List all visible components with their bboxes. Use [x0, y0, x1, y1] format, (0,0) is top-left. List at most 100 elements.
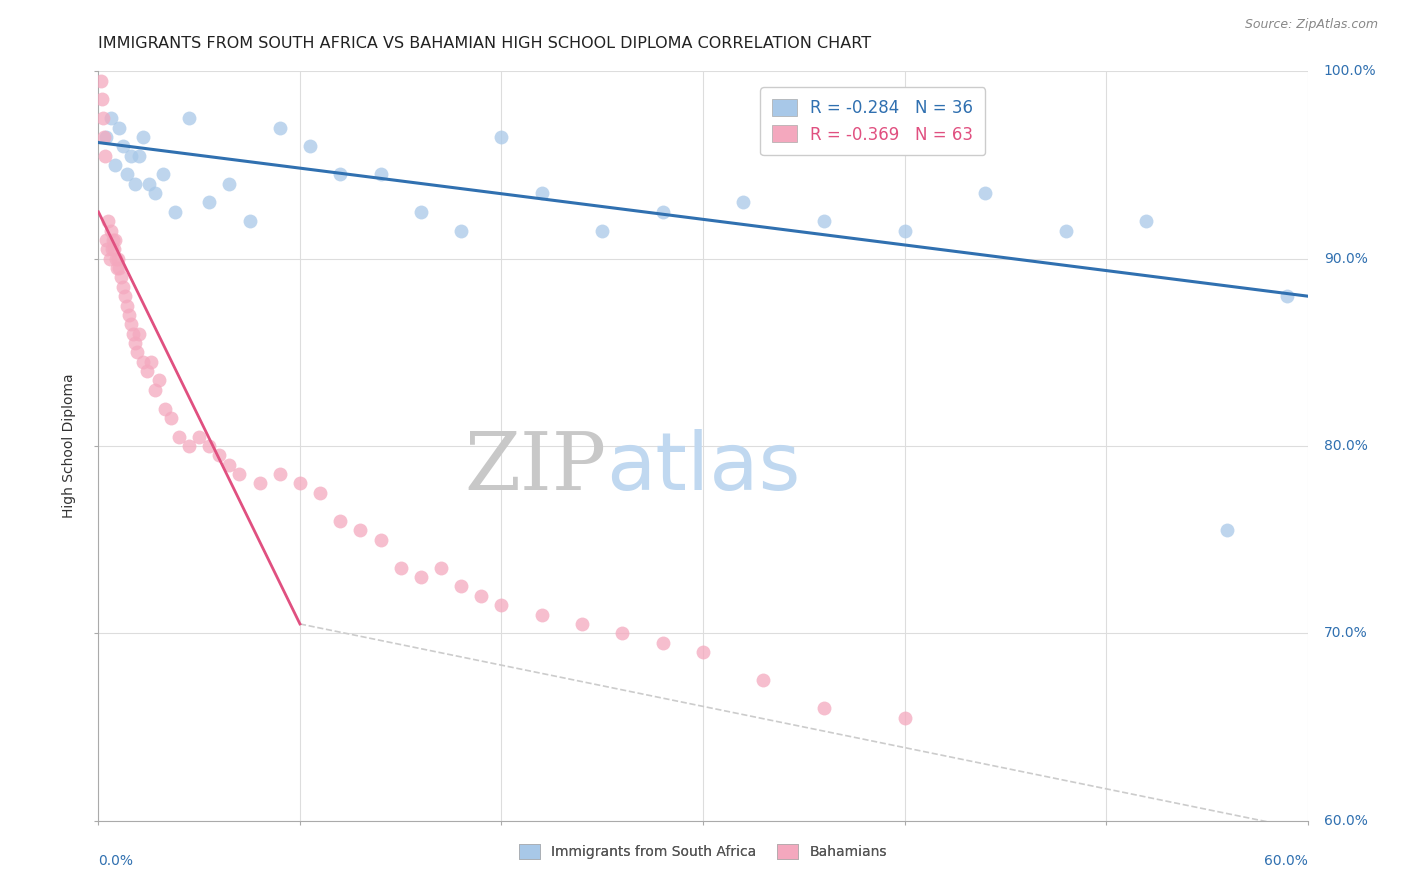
Text: 0.0%: 0.0%: [98, 855, 134, 868]
Point: [218, 458, 240, 472]
Point: [491, 599, 513, 613]
Point: [239, 214, 262, 228]
Point: [179, 112, 201, 126]
Text: 70.0%: 70.0%: [1323, 626, 1368, 640]
Point: [103, 243, 125, 257]
Point: [107, 120, 129, 135]
Point: [96, 130, 118, 145]
Point: [105, 261, 128, 276]
Point: [100, 112, 122, 126]
Point: [120, 318, 142, 332]
Point: [135, 364, 157, 378]
Point: [530, 607, 553, 622]
Point: [198, 195, 221, 210]
Text: IMMIGRANTS FROM SOUTH AFRICA VS BAHAMIAN HIGH SCHOOL DIPLOMA CORRELATION CHART: IMMIGRANTS FROM SOUTH AFRICA VS BAHAMIAN…: [98, 36, 872, 51]
Point: [91, 93, 114, 107]
Point: [139, 355, 162, 369]
Point: [651, 636, 673, 650]
Point: [90, 74, 112, 88]
Point: [329, 168, 352, 182]
Point: [198, 439, 221, 453]
Point: [125, 345, 148, 359]
Point: [370, 533, 392, 547]
Point: [299, 139, 322, 153]
Point: [124, 177, 146, 191]
Point: [132, 355, 155, 369]
Point: [370, 168, 392, 182]
Point: [893, 224, 915, 238]
Point: [893, 711, 915, 725]
Point: [120, 149, 142, 163]
Point: [143, 383, 166, 397]
Point: [115, 168, 138, 182]
Point: [733, 195, 755, 210]
Point: [121, 326, 143, 341]
Text: atlas: atlas: [606, 429, 800, 508]
Point: [309, 486, 332, 500]
Point: [208, 449, 231, 463]
Point: [409, 570, 432, 584]
Point: [132, 130, 155, 145]
Text: 60.0%: 60.0%: [1323, 814, 1368, 828]
Point: [329, 514, 352, 528]
Text: ZIP: ZIP: [464, 429, 606, 508]
Text: Source: ZipAtlas.com: Source: ZipAtlas.com: [1244, 18, 1378, 31]
Point: [93, 130, 115, 145]
Point: [491, 130, 513, 145]
Point: [591, 224, 613, 238]
Point: [148, 374, 170, 388]
Point: [288, 476, 311, 491]
Point: [1135, 214, 1157, 228]
Point: [530, 186, 553, 201]
Text: 80.0%: 80.0%: [1323, 439, 1368, 453]
Point: [409, 205, 432, 219]
Text: 100.0%: 100.0%: [1323, 64, 1376, 78]
Point: [389, 561, 412, 575]
Point: [179, 439, 201, 453]
Point: [96, 233, 118, 247]
Point: [96, 243, 118, 257]
Point: [188, 430, 211, 444]
Point: [101, 233, 124, 247]
Point: [269, 467, 291, 482]
Text: 60.0%: 60.0%: [1264, 855, 1308, 868]
Point: [1216, 524, 1239, 538]
Point: [124, 336, 146, 351]
Point: [974, 186, 997, 201]
Point: [430, 561, 453, 575]
Point: [111, 139, 134, 153]
Point: [571, 617, 593, 632]
Point: [98, 252, 121, 266]
Point: [163, 205, 186, 219]
Point: [450, 224, 472, 238]
Point: [228, 467, 250, 482]
Point: [692, 645, 714, 659]
Point: [470, 589, 492, 603]
Legend: Immigrants from South Africa, Bahamians: Immigrants from South Africa, Bahamians: [512, 838, 894, 866]
Point: [115, 299, 138, 313]
Point: [94, 149, 117, 163]
Point: [100, 224, 122, 238]
Point: [349, 524, 371, 538]
Point: [752, 673, 775, 688]
Point: [138, 177, 160, 191]
Point: [118, 308, 141, 322]
Point: [813, 701, 835, 715]
Y-axis label: High School Diploma: High School Diploma: [62, 374, 76, 518]
Point: [103, 158, 125, 172]
Point: [114, 289, 136, 303]
Point: [160, 411, 183, 425]
Point: [128, 149, 150, 163]
Point: [269, 120, 291, 135]
Point: [97, 214, 120, 228]
Point: [1054, 224, 1077, 238]
Point: [107, 252, 129, 266]
Point: [104, 252, 127, 266]
Text: 90.0%: 90.0%: [1323, 252, 1368, 266]
Point: [111, 280, 134, 294]
Point: [100, 243, 122, 257]
Point: [813, 214, 835, 228]
Point: [128, 326, 150, 341]
Point: [153, 401, 176, 416]
Point: [143, 186, 166, 201]
